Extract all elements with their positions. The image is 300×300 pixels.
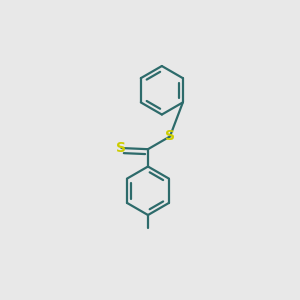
Text: S: S — [165, 130, 175, 143]
Text: S: S — [116, 141, 126, 155]
